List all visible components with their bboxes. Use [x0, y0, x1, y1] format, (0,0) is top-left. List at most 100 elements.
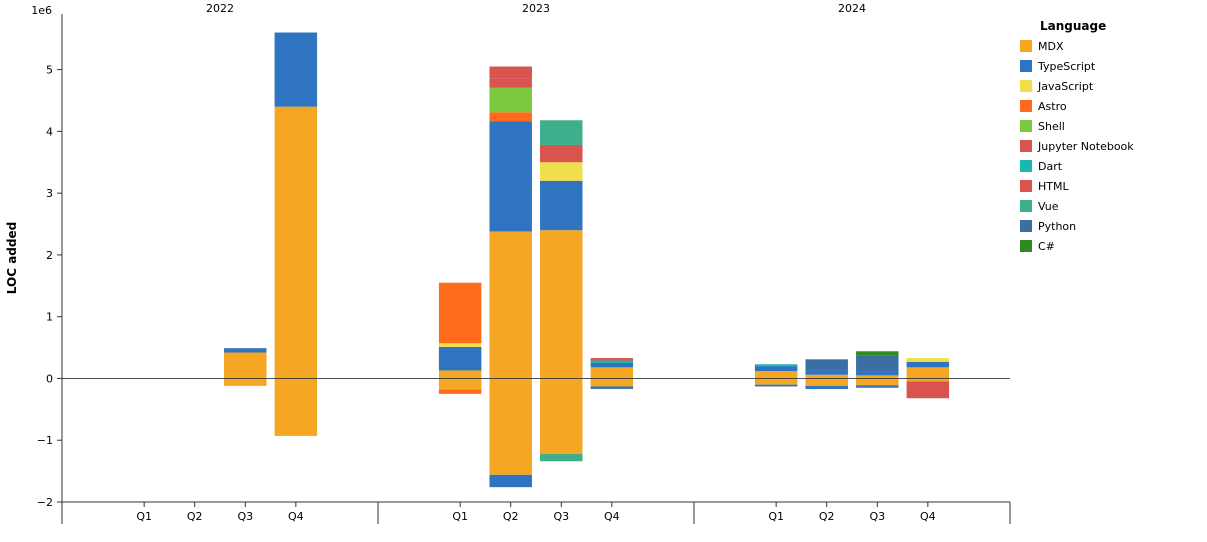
bar-segment: [489, 231, 531, 378]
bar-segment: [489, 79, 531, 88]
year-label: 2022: [206, 2, 234, 15]
bar-segment: [275, 33, 317, 107]
bar-segment: [755, 371, 797, 378]
bar-segment: [439, 390, 481, 394]
bar-segment: [540, 230, 582, 378]
bar-segment: [856, 371, 898, 375]
legend-swatch: [1020, 180, 1032, 192]
bar-segment: [755, 366, 797, 371]
bar-segment: [907, 367, 949, 378]
legend-label: Vue: [1038, 200, 1059, 213]
bars-group: [224, 33, 949, 488]
bar-segment: [439, 347, 481, 370]
chart-root: −2 −1 0 1 2 3 4 5 1e6 LOC added 2022 Q1 Q2 Q3 Q4 2023 Q1…: [0, 0, 1207, 542]
bar-segment: [805, 375, 847, 379]
bar-segment: [805, 386, 847, 389]
bar-segment: [856, 378, 898, 385]
legend-label: Jupyter Notebook: [1037, 140, 1134, 153]
bar-segment: [224, 378, 266, 385]
x-tick-label: Q2: [187, 510, 203, 523]
bar-segment: [755, 364, 797, 366]
y-tick-label: −1: [37, 434, 53, 447]
bar-segment: [591, 361, 633, 363]
bar-segment: [439, 283, 481, 344]
bar-segment: [275, 107, 317, 379]
x-tick-label: Q1: [136, 510, 152, 523]
x-axis: 2022Q1Q2Q3Q42023Q1Q2Q3Q42024Q1Q2Q3Q4: [62, 2, 1010, 524]
bar-segment: [540, 162, 582, 181]
bar-segment: [856, 385, 898, 387]
x-tick-label: Q3: [237, 510, 253, 523]
bar-segment: [540, 454, 582, 461]
y-tick-label: −2: [37, 496, 53, 509]
legend-swatch: [1020, 220, 1032, 232]
x-tick-label: Q4: [920, 510, 936, 523]
bar-segment: [591, 378, 633, 386]
y-axis: −2 −1 0 1 2 3 4 5 1e6 LOC added: [5, 4, 62, 509]
bar-segment: [439, 378, 481, 389]
bar-segment: [489, 121, 531, 231]
legend-label: Shell: [1038, 120, 1065, 133]
legend: LanguageMDXTypeScriptJavaScriptAstroShel…: [1020, 19, 1134, 253]
legend-swatch: [1020, 60, 1032, 72]
legend-label: JavaScript: [1037, 80, 1094, 93]
y-tick-label: 5: [46, 64, 53, 77]
bar-segment: [591, 386, 633, 388]
x-tick-label: Q2: [819, 510, 835, 523]
y-tick-label: 0: [46, 372, 53, 385]
bar-segment: [439, 343, 481, 347]
bar-segment: [907, 362, 949, 368]
bar-segment: [439, 370, 481, 378]
x-tick-label: Q3: [553, 510, 569, 523]
bar-segment: [540, 378, 582, 453]
legend-swatch: [1020, 240, 1032, 252]
y-axis-label: LOC added: [5, 222, 19, 294]
legend-label: Dart: [1038, 160, 1063, 173]
bar-segment: [489, 112, 531, 121]
legend-swatch: [1020, 40, 1032, 52]
bar-segment: [489, 475, 531, 487]
bar-segment: [856, 351, 898, 355]
bar-segment: [591, 358, 633, 360]
bar-segment: [540, 145, 582, 162]
bar-segment: [805, 378, 847, 385]
year-label: 2023: [522, 2, 550, 15]
legend-swatch: [1020, 140, 1032, 152]
bar-segment: [907, 382, 949, 399]
bar-segment: [805, 359, 847, 370]
bar-segment: [489, 67, 531, 79]
y-tick-label: 4: [46, 125, 53, 138]
x-tick-label: Q4: [288, 510, 304, 523]
bar-segment: [755, 385, 797, 387]
bar-segment: [224, 353, 266, 379]
legend-swatch: [1020, 100, 1032, 112]
legend-label: Astro: [1038, 100, 1067, 113]
legend-label: MDX: [1038, 40, 1064, 53]
bar-segment: [540, 120, 582, 145]
y-exponent-label: 1e6: [31, 4, 52, 17]
legend-swatch: [1020, 200, 1032, 212]
legend-label: Python: [1038, 220, 1076, 233]
bar-segment: [805, 370, 847, 374]
y-tick-label: 1: [46, 311, 53, 324]
bar-segment: [540, 181, 582, 230]
y-tick-label: 2: [46, 249, 53, 262]
x-tick-label: Q4: [604, 510, 620, 523]
bar-segment: [224, 348, 266, 352]
bar-segment: [591, 367, 633, 378]
bar-segment: [489, 378, 531, 474]
y-tick-label: 3: [46, 187, 53, 200]
stacked-bar-chart: −2 −1 0 1 2 3 4 5 1e6 LOC added 2022 Q1 Q2 Q3 Q4 2023 Q1…: [0, 0, 1207, 542]
bar-segment: [591, 363, 633, 367]
x-tick-label: Q1: [452, 510, 468, 523]
bar-segment: [856, 375, 898, 378]
bar-segment: [856, 356, 898, 371]
legend-label: C#: [1038, 240, 1055, 253]
year-label: 2024: [838, 2, 866, 15]
x-tick-label: Q1: [768, 510, 784, 523]
bar-segment: [907, 378, 949, 381]
legend-swatch: [1020, 80, 1032, 92]
bar-segment: [489, 88, 531, 113]
x-tick-label: Q3: [869, 510, 885, 523]
bar-segment: [275, 378, 317, 435]
